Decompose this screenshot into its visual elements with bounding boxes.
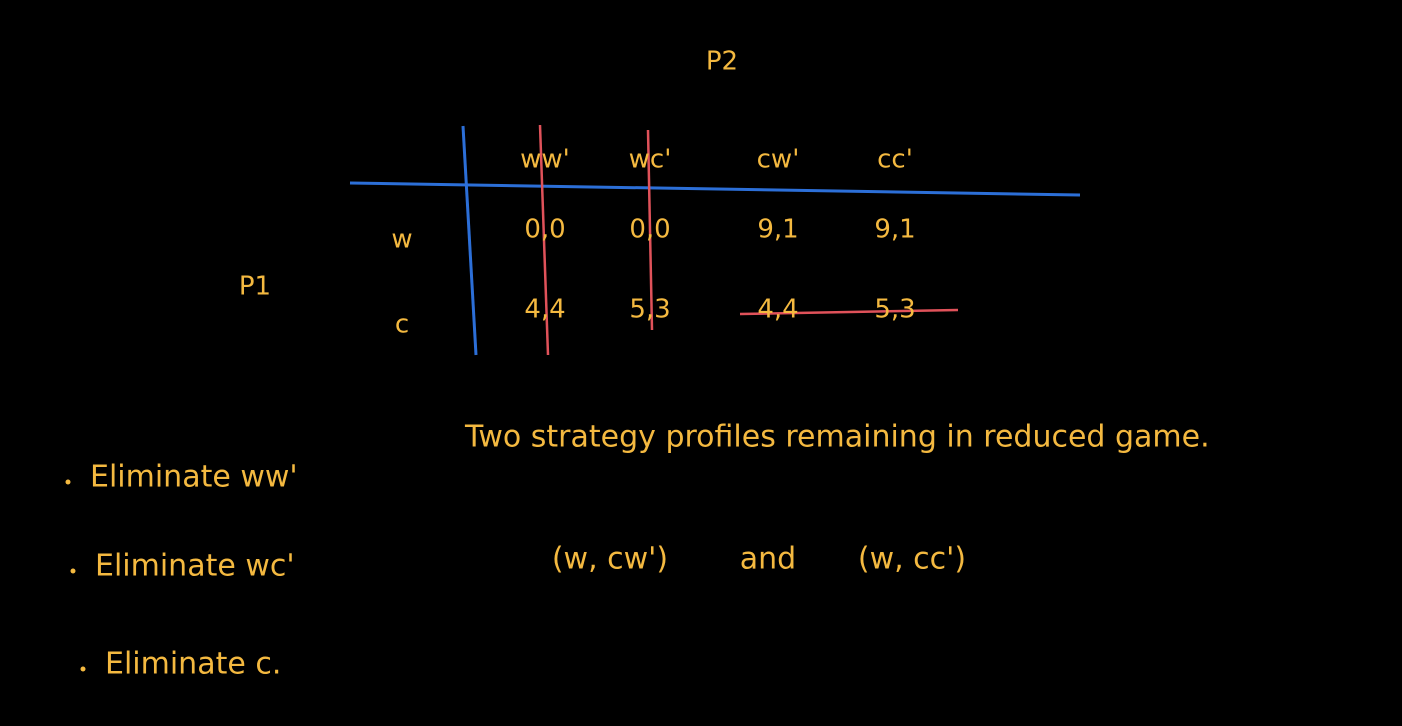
strike-column: [538, 124, 550, 356]
bullet: [65, 479, 71, 485]
summary: Two strategy profiles remaining in reduc…: [464, 420, 1210, 455]
payoff-cell: 5,3: [629, 295, 670, 325]
bullet: [70, 568, 76, 574]
notes: Eliminate ww' Eliminate wc' Eliminate c.: [65, 460, 298, 682]
payoff-cell: 9,1: [757, 215, 798, 245]
profile-connector: and: [740, 542, 796, 577]
payoff-cell: 5,3: [874, 295, 915, 325]
player-label: P1: [239, 272, 271, 302]
profile: (w, cw'): [552, 542, 668, 577]
column-header: wc': [629, 145, 672, 175]
payoff-cell: 4,4: [524, 295, 565, 325]
strike-row: [739, 308, 959, 316]
column-header: cw': [757, 145, 800, 175]
horizontal-divider: [349, 181, 1081, 197]
payoff-cell: 4,4: [757, 295, 798, 325]
row-header: w: [391, 225, 412, 255]
profile: (w, cc'): [858, 542, 966, 577]
payoff-table: ww' wc' cw' cc' w 0,0 0,0 9,1 9,1 c 4,4 5,3 4,4 5,3: [391, 145, 915, 340]
note: Eliminate c.: [105, 647, 281, 682]
row-header: c: [395, 310, 409, 340]
player-label: P2: [706, 47, 738, 77]
payoff-cell: 0,0: [524, 215, 565, 245]
payoff-cell: 9,1: [874, 215, 915, 245]
note: Eliminate wc': [95, 549, 295, 584]
vertical-divider: [461, 125, 478, 356]
column-header: ww': [520, 145, 570, 175]
bullet: [80, 666, 86, 672]
strike-column: [646, 129, 654, 331]
note: Eliminate ww': [90, 460, 298, 495]
payoff-cell: 0,0: [629, 215, 670, 245]
column-header: cc': [877, 145, 913, 175]
